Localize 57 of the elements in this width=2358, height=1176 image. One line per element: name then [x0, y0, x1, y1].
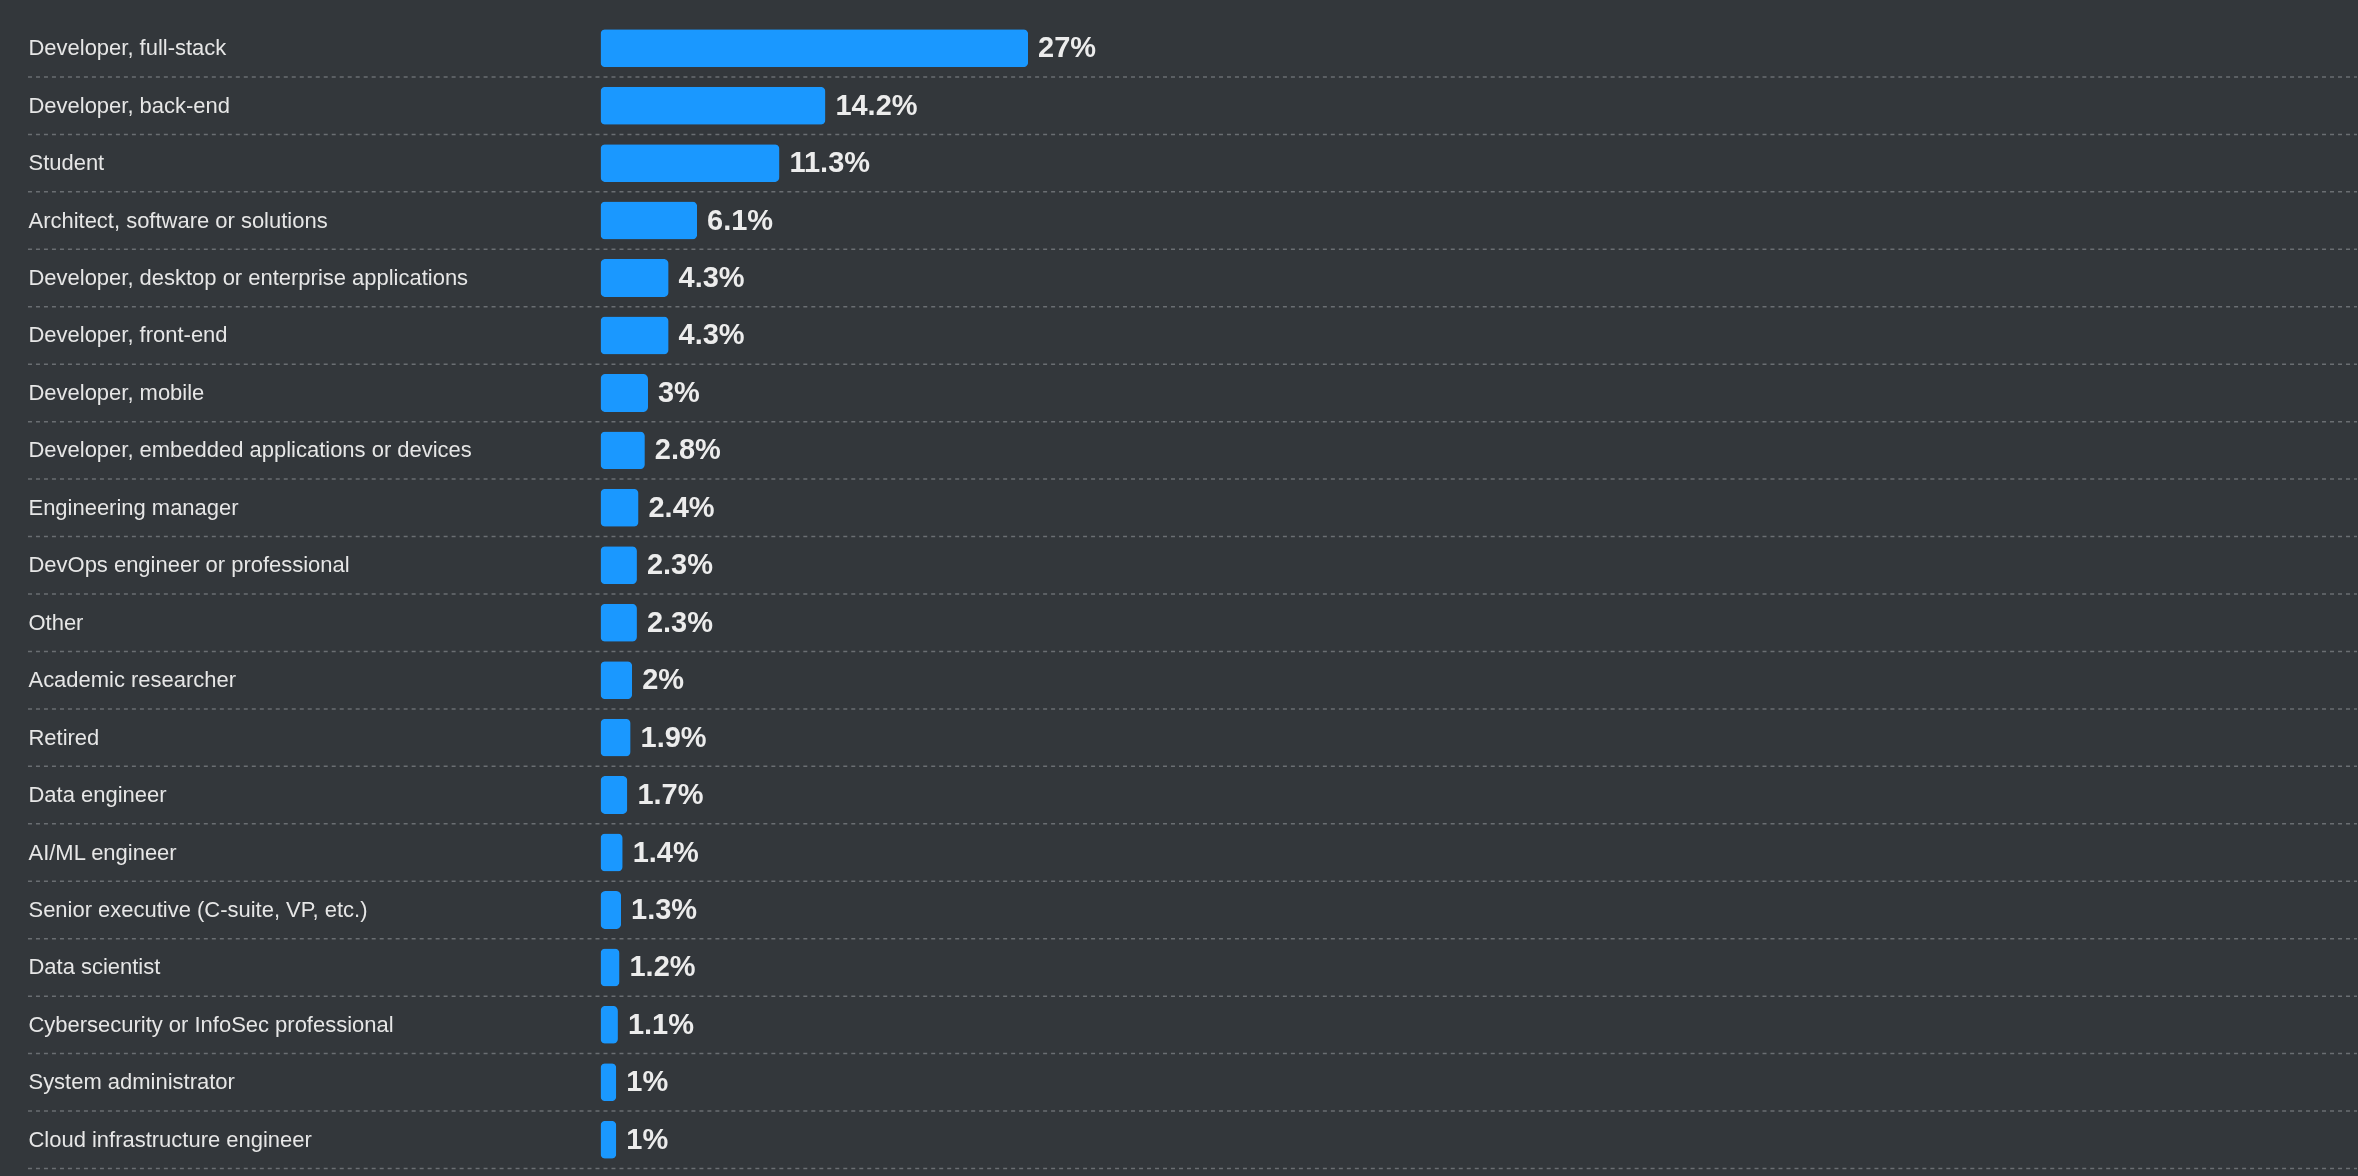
y-tick-label: Senior executive (C-suite, VP, etc.)	[28, 896, 368, 922]
bar	[600, 144, 780, 183]
y-tick-label: Other	[28, 609, 84, 635]
bar	[600, 546, 637, 585]
y-tick-label: Architect, software or solutions	[28, 207, 328, 233]
data-label: 3%	[658, 375, 700, 408]
data-label: 1.7%	[637, 778, 704, 811]
y-tick-label: Cybersecurity or InfoSec professional	[28, 1011, 394, 1037]
data-label: 27%	[1038, 31, 1097, 64]
y-tick-label: Developer, mobile	[28, 379, 205, 405]
y-tick-label: Developer, embedded applications or devices	[28, 437, 472, 463]
y-tick-label: Academic researcher	[28, 667, 237, 693]
data-label: 1.2%	[629, 950, 696, 983]
bar	[600, 833, 623, 872]
bar	[600, 776, 628, 815]
data-label: 6.1%	[707, 203, 774, 236]
data-label: 2.8%	[654, 433, 721, 466]
bar	[600, 259, 669, 297]
data-label: 14.2%	[835, 88, 918, 121]
data-label: 2.3%	[646, 605, 713, 638]
bar	[600, 661, 633, 700]
y-tick-label: Developer, desktop or enterprise applications	[28, 265, 469, 291]
y-tick-label: Engineering manager	[28, 494, 239, 520]
data-label: 1%	[626, 1065, 669, 1098]
y-tick-label: AI/ML engineer	[28, 839, 177, 865]
bar	[600, 86, 826, 125]
y-tick-label: Cloud infrastructure engineer	[28, 1126, 312, 1152]
data-label: 2.4%	[648, 490, 715, 523]
y-tick-label: Developer, front-end	[28, 322, 228, 348]
y-tick-label: DevOps engineer or professional	[28, 552, 350, 578]
y-tick-label: System administrator	[28, 1069, 235, 1095]
y-tick-label: Data scientist	[28, 954, 161, 980]
bar	[600, 431, 645, 470]
bar	[600, 373, 649, 412]
data-label: 11.3%	[789, 146, 870, 179]
data-label: 1%	[626, 1122, 669, 1155]
bar	[600, 488, 639, 527]
data-label: 2.3%	[646, 548, 713, 581]
bar	[600, 890, 622, 929]
bar	[600, 29, 1029, 68]
data-label: 1.3%	[631, 892, 698, 925]
y-tick-label: Student	[28, 150, 105, 176]
data-label: 1.1%	[627, 1007, 694, 1040]
data-label: 4.3%	[678, 261, 745, 294]
y-tick-label: Data engineer	[28, 782, 167, 808]
bar	[600, 201, 698, 240]
bar	[600, 718, 631, 757]
y-tick-label: Developer, back-end	[28, 92, 230, 118]
bar	[600, 948, 620, 987]
data-label: 2%	[642, 663, 685, 696]
y-tick-label: Retired	[28, 724, 100, 750]
data-label: 1.4%	[632, 835, 699, 868]
data-label: 4.3%	[678, 318, 745, 351]
bar	[600, 603, 637, 642]
data-label: 1.9%	[640, 720, 707, 753]
y-tick-label: Developer, full-stack	[28, 35, 228, 61]
bar	[600, 316, 669, 355]
